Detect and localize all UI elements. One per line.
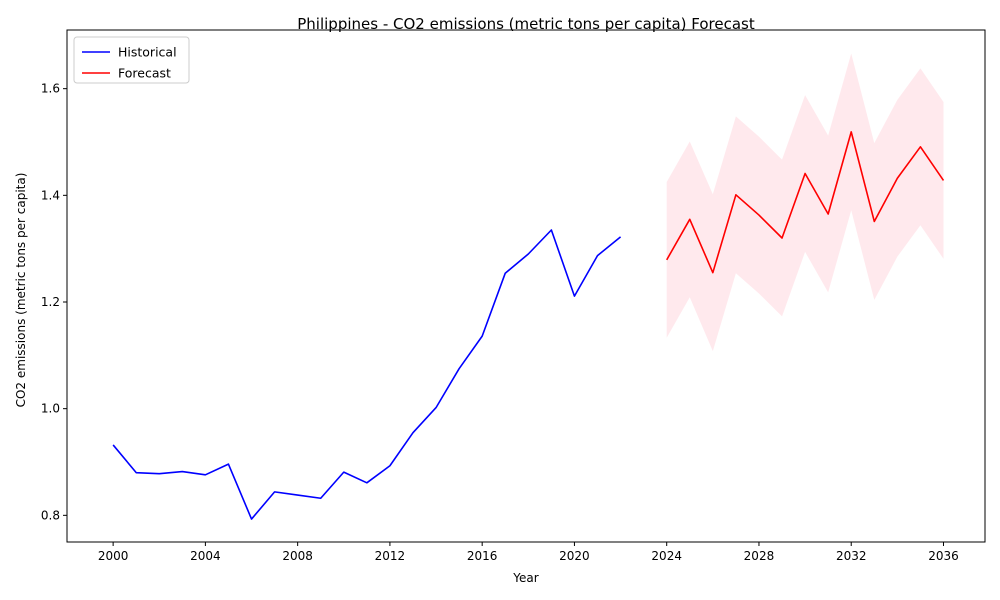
y-tick-label: 1.6 [41, 82, 60, 96]
plot-area [112, 53, 945, 520]
axes: 2000 2004 2008 2012 2016 2020 2024 2028 2032 2036… [41, 29, 986, 563]
x-tick-label: 2028 [744, 549, 775, 563]
legend-label-historical: Historical [118, 45, 177, 60]
chart-title: Philippines - CO2 emissions (metric tons… [297, 15, 755, 33]
historical-line [112, 229, 622, 520]
x-tick-label: 2008 [282, 549, 313, 563]
x-tick-label: 2032 [836, 549, 867, 563]
y-tick-label: 0.8 [41, 508, 60, 522]
x-tick-label: 2020 [559, 549, 590, 563]
x-tick-label: 2036 [928, 549, 959, 563]
forecast-line [666, 131, 945, 274]
x-axis-label: Year [512, 571, 538, 585]
x-tick-label: 2004 [190, 549, 221, 563]
y-tick-label: 1.4 [41, 188, 60, 202]
y-tick-label: 1.0 [41, 402, 60, 416]
legend: Historical Forecast [73, 36, 190, 84]
y-tick-label: 1.2 [41, 295, 60, 309]
x-tick-label: 2012 [375, 549, 406, 563]
x-tick-label: 2024 [651, 549, 682, 563]
axes-frame [66, 29, 986, 543]
y-axis-label: CO2 emissions (metric tons per capita) [14, 173, 28, 408]
legend-box [73, 36, 190, 84]
forecast-confidence-band [666, 53, 944, 352]
legend-label-forecast: Forecast [118, 66, 171, 81]
x-tick-label: 2016 [467, 549, 498, 563]
x-tick-label: 2000 [98, 549, 129, 563]
